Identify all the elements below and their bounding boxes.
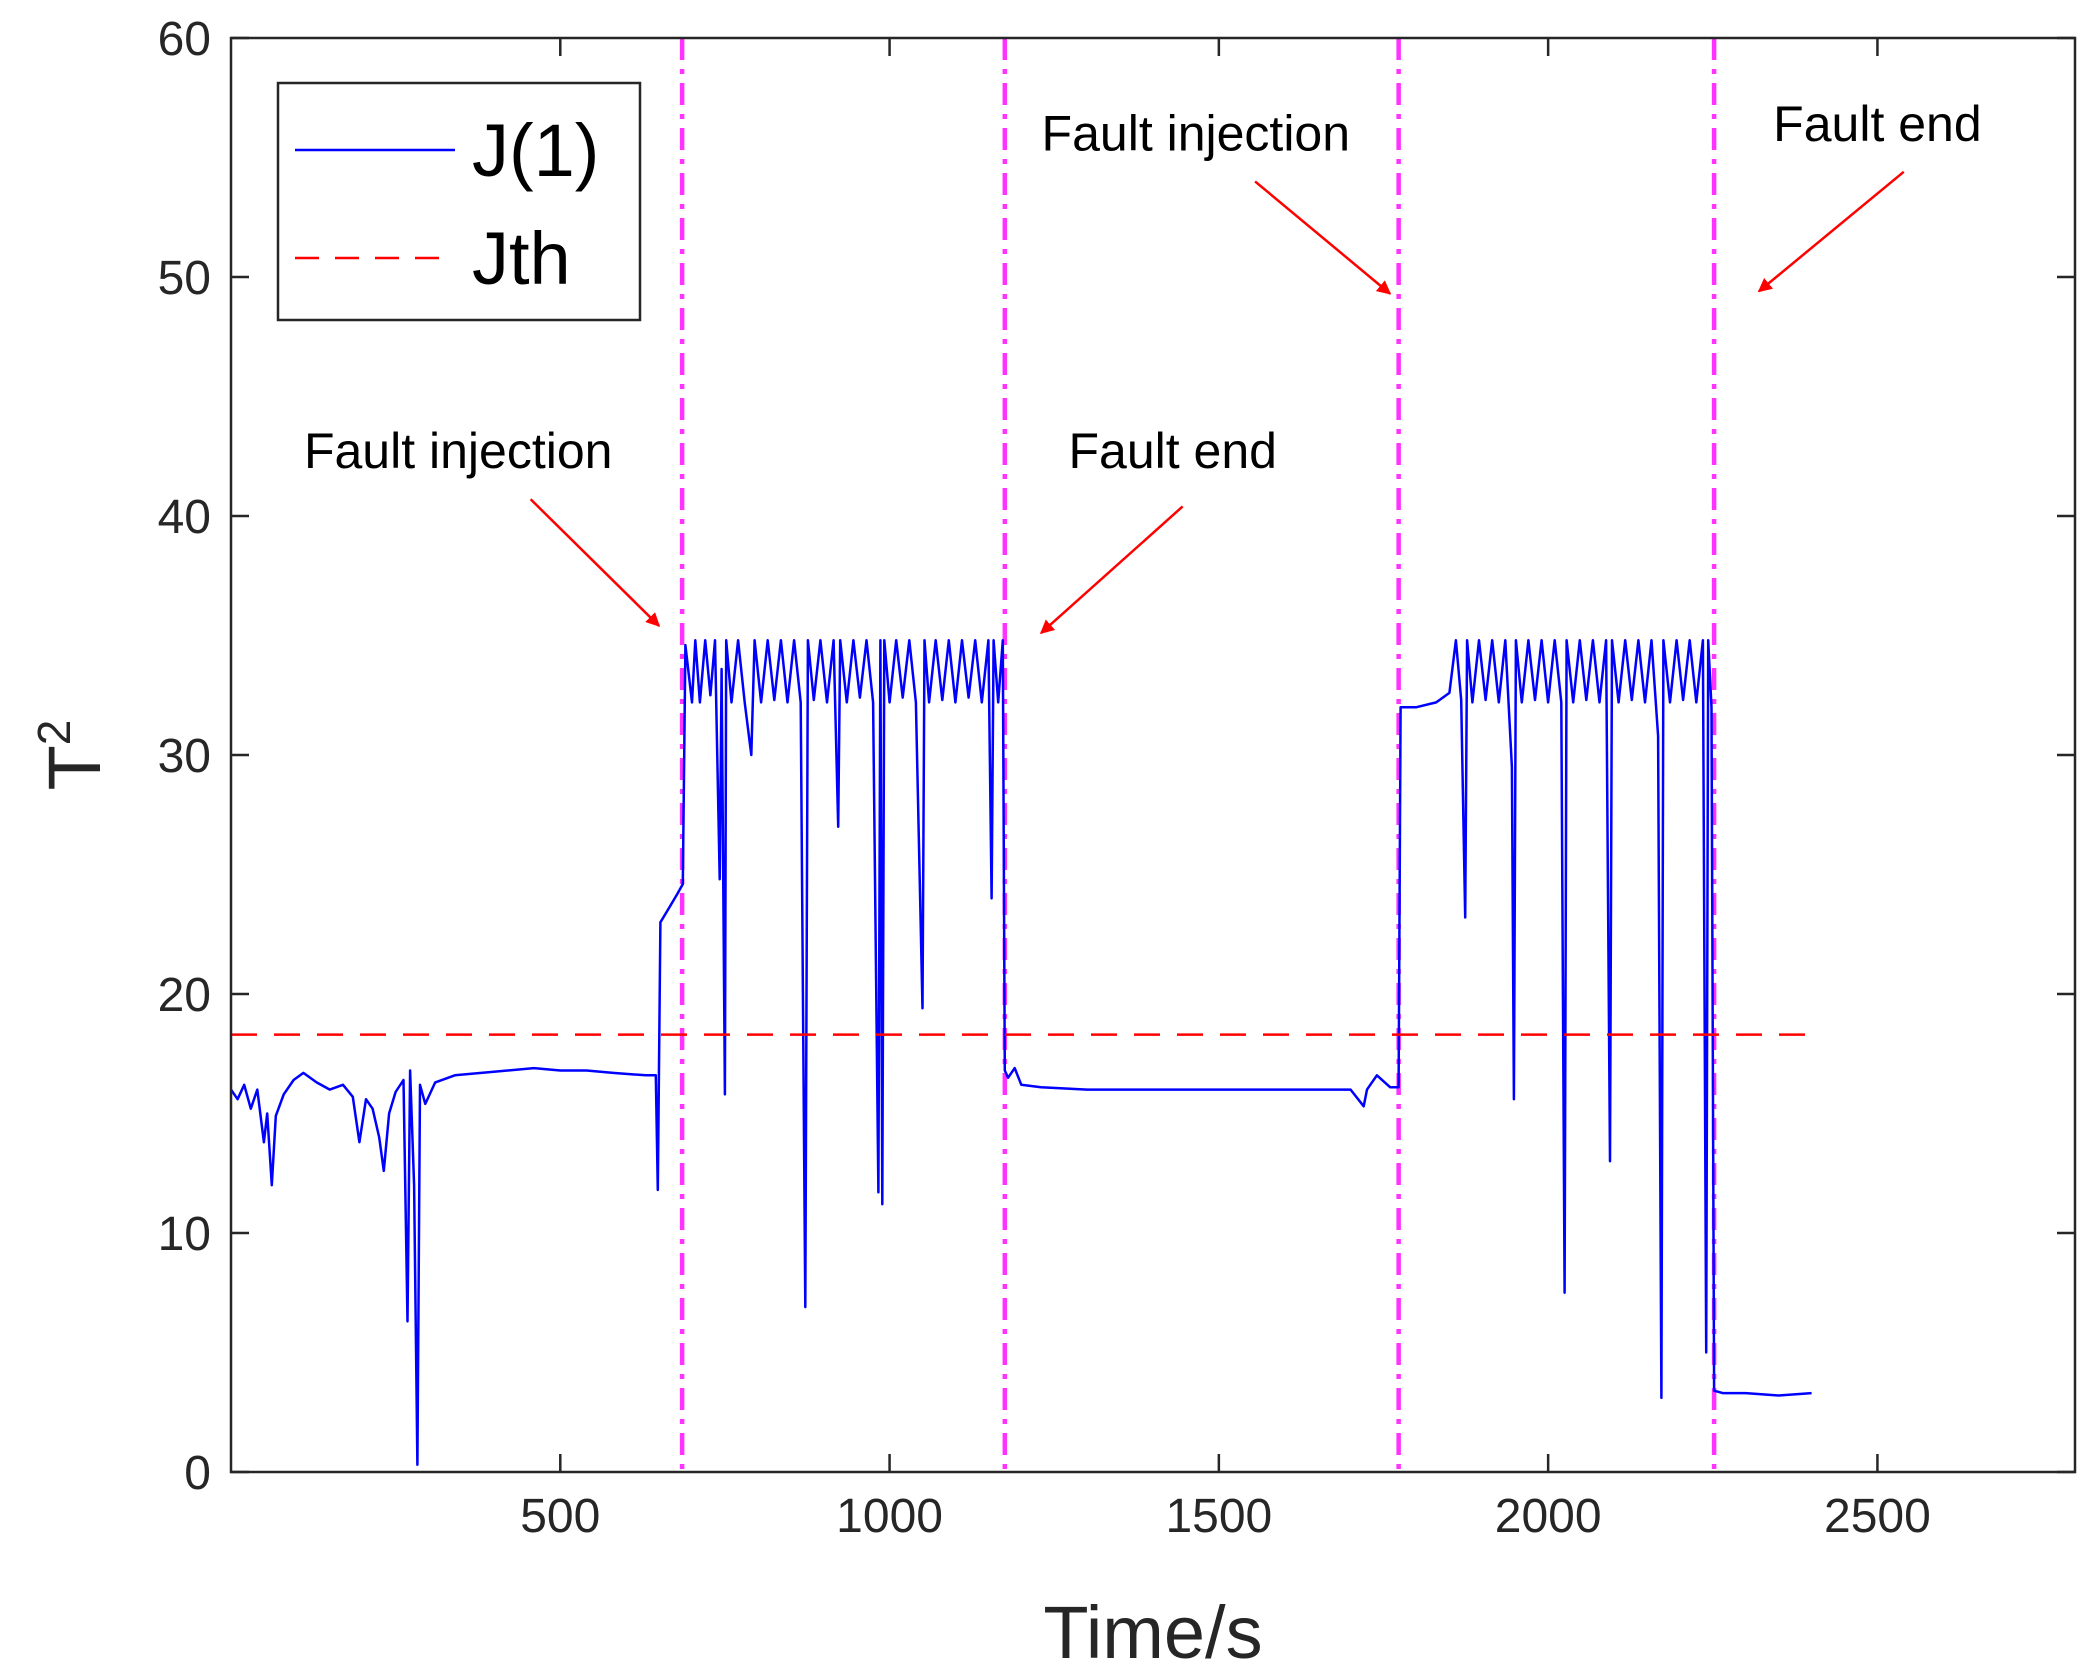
y-tick-label-30: 30	[158, 730, 211, 783]
x-tick-label-2500: 2500	[1824, 1490, 1931, 1543]
annotation-text-2: Fault injection	[1042, 105, 1351, 161]
legend: J(1) Jth	[276, 81, 642, 322]
legend-box	[276, 81, 642, 322]
annotation-arrow-3	[1757, 170, 1905, 293]
annotations: Fault injection Fault end Fault injection F…	[304, 96, 1982, 635]
x-tick-label-500: 500	[520, 1490, 600, 1543]
y-axis-title-superscript: 2	[28, 720, 80, 746]
y-tick-label-60: 60	[158, 13, 211, 66]
y-tick-label-40: 40	[158, 491, 211, 544]
y-tick-label-20: 20	[158, 969, 211, 1022]
annotation-arrow-1	[1039, 505, 1184, 635]
series-layer	[231, 639, 1812, 1467]
x-tick-label-1000: 1000	[836, 1490, 943, 1543]
y-axis-title-base: T	[33, 745, 116, 790]
x-axis-title: Time/s	[1043, 1591, 1262, 1674]
annotation-arrow-2	[1254, 180, 1392, 295]
annotation-text-0: Fault injection	[304, 423, 613, 479]
y-axis-title: T2	[28, 720, 116, 791]
annotation-text-1: Fault end	[1069, 423, 1277, 479]
x-tick-label-1500: 1500	[1165, 1490, 1272, 1543]
y-tick-label-10: 10	[158, 1208, 211, 1261]
tick-labels: 500 1000 1500 2000 2500 0 10 20 30 40 50 60	[158, 13, 1931, 1543]
annotation-text-3: Fault end	[1773, 96, 1981, 152]
legend-label-j1: J(1)	[472, 109, 599, 192]
fault-markers	[679, 38, 1717, 1472]
annotation-arrow-0	[529, 498, 661, 627]
axis-ticks	[231, 36, 2075, 1474]
x-tick-label-2000: 2000	[1495, 1490, 1602, 1543]
y-tick-label-0: 0	[184, 1447, 211, 1500]
series-line-j1	[231, 639, 1812, 1467]
legend-label-jth: Jth	[472, 217, 571, 300]
y-tick-label-50: 50	[158, 252, 211, 305]
